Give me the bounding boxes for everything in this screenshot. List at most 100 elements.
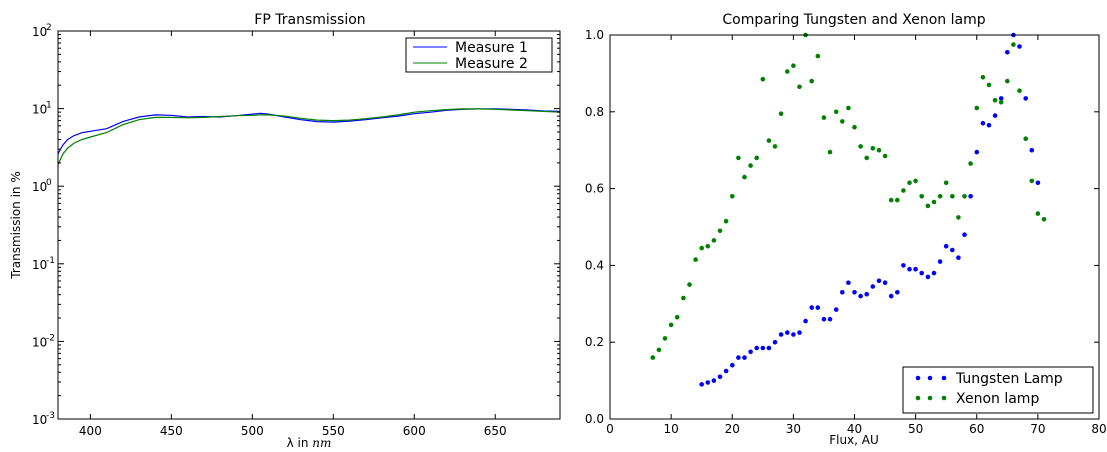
series-layer [650, 32, 1047, 387]
lamp-comparison-chart: Comparing Tungsten and Xenon lamp 0 10 20 3… [585, 12, 1107, 447]
plot-frame [57, 30, 561, 420]
point-tungsten-lamp [980, 121, 986, 126]
point-xenon-lamp [986, 82, 992, 88]
point-tungsten-lamp [888, 293, 894, 299]
point-tungsten-lamp [748, 349, 753, 355]
point-tungsten-lamp [827, 316, 833, 322]
point-tungsten-lamp [772, 339, 778, 345]
y-tick-label: 10 [32, 25, 47, 39]
point-xenon-lamp [711, 238, 717, 243]
point-xenon-lamp [1023, 136, 1028, 141]
legend-label-measure-2: Measure 2 [455, 56, 528, 72]
point-tungsten-lamp [1005, 50, 1010, 55]
point-xenon-lamp [882, 153, 888, 159]
legend-marker [927, 395, 933, 401]
point-xenon-lamp [699, 245, 704, 251]
x-tick-label: 10 [663, 422, 678, 436]
point-tungsten-lamp [870, 284, 876, 289]
x-axis-label: Flux, AU [829, 433, 879, 447]
legend-box [902, 366, 1094, 414]
point-xenon-lamp [797, 84, 802, 90]
point-tungsten-lamp [711, 378, 717, 383]
x-tick-label: 70 [1030, 422, 1045, 436]
point-tungsten-lamp [766, 345, 772, 351]
point-xenon-lamp [687, 282, 692, 287]
point-xenon-lamp [931, 199, 937, 205]
point-tungsten-lamp [1023, 96, 1028, 101]
y-tick-exponent: 1 [46, 101, 52, 111]
y-tick-label: 0.6 [585, 182, 604, 196]
point-tungsten-lamp [858, 293, 863, 299]
point-xenon-lamp [1029, 178, 1035, 184]
point-xenon-lamp [840, 119, 845, 124]
point-tungsten-lamp [882, 280, 888, 286]
point-xenon-lamp [662, 336, 668, 341]
x-tick-label: 30 [786, 422, 801, 436]
point-tungsten-lamp [717, 374, 723, 380]
legend-box [405, 37, 553, 73]
point-xenon-lamp [674, 314, 680, 320]
point-xenon-lamp [956, 215, 961, 220]
point-tungsten-lamp [778, 332, 784, 337]
y-tick-label: 10 [32, 413, 47, 427]
point-xenon-lamp [736, 155, 741, 161]
point-tungsten-lamp [992, 113, 998, 118]
legend-marker [915, 375, 921, 381]
point-xenon-lamp [950, 194, 955, 199]
y-tick-label: 0.4 [585, 258, 604, 272]
legend: Tungsten Lamp Xenon lamp [902, 366, 1094, 414]
point-xenon-lamp [705, 243, 711, 249]
point-tungsten-lamp [821, 316, 827, 322]
legend-label-measure-1: Measure 1 [455, 40, 528, 56]
chart-title: FP Transmission [254, 12, 365, 28]
legend-marker [927, 375, 933, 381]
x-tick-label: 20 [725, 422, 740, 436]
point-tungsten-lamp [705, 380, 711, 385]
point-tungsten-lamp [730, 362, 735, 368]
plot-frame [609, 34, 1100, 420]
point-tungsten-lamp [736, 355, 741, 360]
point-xenon-lamp [852, 124, 857, 130]
point-xenon-lamp [772, 144, 778, 149]
point-xenon-lamp [656, 347, 662, 353]
point-tungsten-lamp [742, 355, 747, 360]
x-tick-label: 80 [1091, 422, 1106, 436]
point-xenon-lamp [1041, 217, 1047, 222]
point-xenon-lamp [754, 155, 759, 161]
point-tungsten-lamp [833, 307, 839, 312]
point-tungsten-lamp [962, 232, 967, 237]
y-tick-label: 1.0 [585, 28, 604, 42]
y-tick-exponent: 2 [46, 23, 52, 33]
point-xenon-lamp [723, 218, 729, 224]
point-tungsten-lamp [956, 255, 961, 260]
legend: Measure 1 Measure 2 [405, 37, 553, 73]
point-xenon-lamp [888, 197, 894, 203]
point-xenon-lamp [876, 147, 882, 153]
point-xenon-lamp [962, 194, 967, 199]
point-tungsten-lamp [974, 149, 980, 155]
point-xenon-lamp [815, 53, 821, 59]
point-tungsten-lamp [901, 263, 906, 268]
point-xenon-lamp [650, 355, 656, 360]
point-xenon-lamp [1011, 42, 1016, 47]
point-tungsten-lamp [937, 259, 943, 264]
x-axis-label: λ in nm [287, 436, 332, 450]
point-tungsten-lamp [986, 122, 992, 128]
point-xenon-lamp [870, 146, 876, 151]
point-xenon-lamp [748, 163, 753, 168]
point-xenon-lamp [717, 228, 723, 234]
point-xenon-lamp [846, 105, 851, 111]
point-tungsten-lamp [968, 194, 973, 199]
x-tick-label: 500 [241, 424, 264, 438]
point-tungsten-lamp [760, 345, 766, 351]
y-tick-label: 10 [32, 335, 47, 349]
point-xenon-lamp [1035, 211, 1041, 216]
x-tick-label: 50 [908, 422, 923, 436]
point-xenon-lamp [907, 180, 912, 186]
legend-marker [915, 395, 921, 401]
y-tick-label: 10 [32, 103, 47, 117]
x-tick-label: 550 [322, 424, 345, 438]
y-tick-label: 0.8 [585, 105, 604, 119]
y-tick-exponent: -2 [46, 333, 55, 343]
